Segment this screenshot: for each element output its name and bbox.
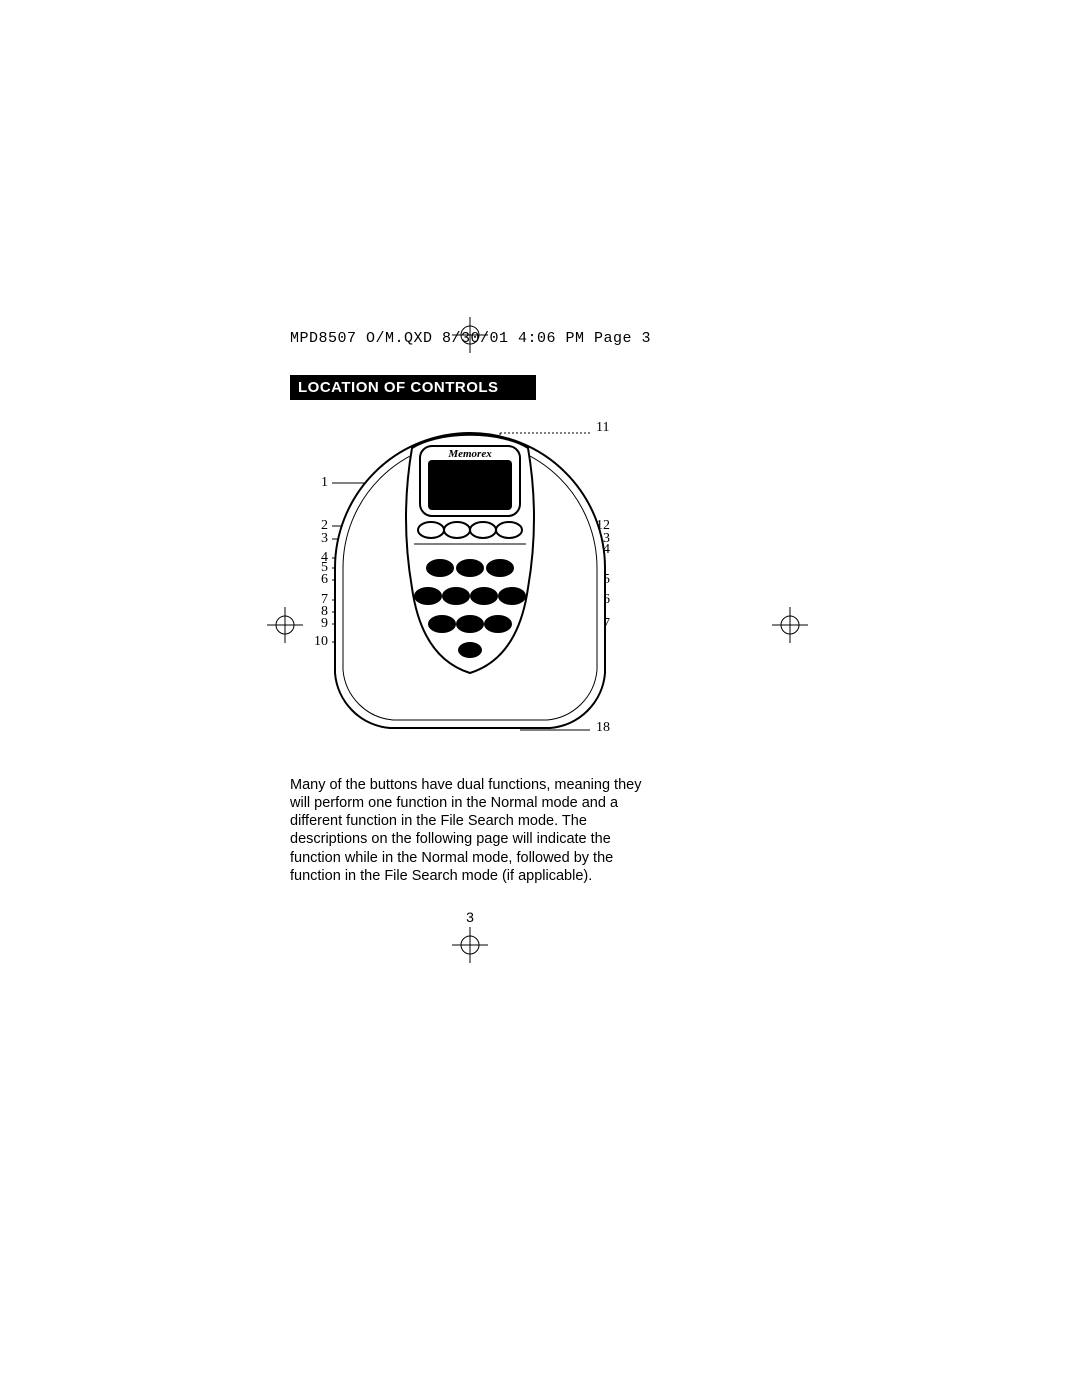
body-paragraph: Many of the buttons have dual functions,… xyxy=(290,776,650,885)
controls-diagram: 12345678910 1112131415161718 xyxy=(290,408,790,768)
print-slug: MPD8507 O/M.QXD 8/30/01 4:06 PM Page 3 xyxy=(290,330,790,347)
registration-mark xyxy=(450,315,490,355)
registration-mark xyxy=(450,925,490,965)
registration-mark xyxy=(770,605,810,645)
brand-label: Memorex xyxy=(447,448,492,460)
registration-mark xyxy=(265,605,305,645)
page-number: 3 xyxy=(290,909,650,925)
device-illustration: Memorex xyxy=(290,408,790,768)
section-title: LOCATION OF CONTROLS xyxy=(290,375,536,400)
